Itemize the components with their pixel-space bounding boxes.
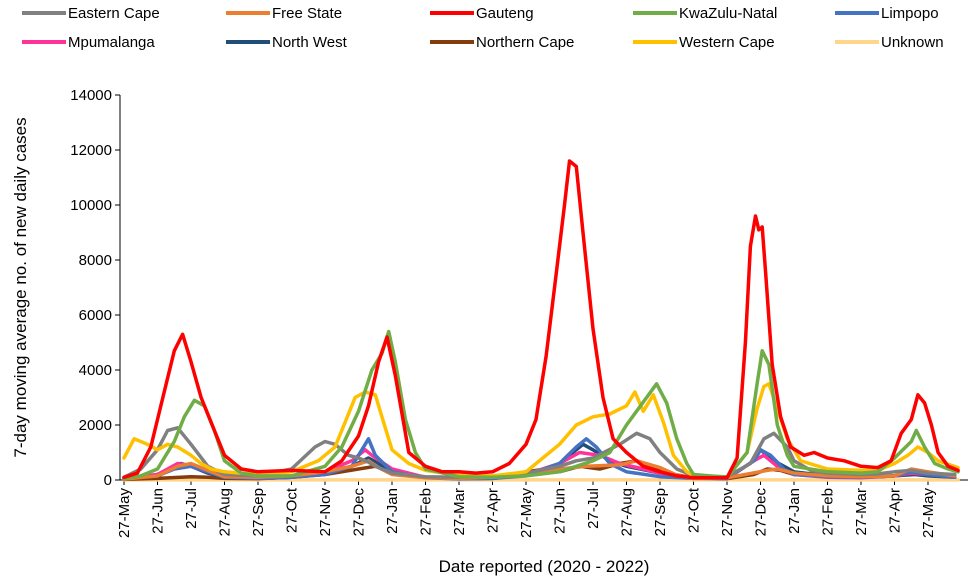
- x-tick-label: 27-Apr: [887, 488, 904, 533]
- series-layer: [122, 159, 960, 482]
- y-tick-label: 14000: [70, 87, 112, 104]
- y-tick-label: 12000: [70, 142, 112, 159]
- y-axis: 0 2000 4000 6000 8000 10000 12000 14000: [70, 87, 121, 489]
- legend-item-free-state: Free State: [226, 5, 342, 22]
- x-tick-label: 27-Oct: [686, 487, 703, 533]
- x-tick-label: 27-Jul: [183, 488, 200, 529]
- legend-label: Gauteng: [476, 5, 534, 22]
- x-tick-label: 27-Oct: [284, 487, 301, 533]
- legend-item-north-west: North West: [226, 34, 348, 51]
- y-axis-title: 7-day moving average no. of new daily ca…: [11, 117, 30, 457]
- x-tick-label: 27-Feb: [418, 488, 435, 536]
- x-tick-label: 27-Sep: [250, 488, 267, 536]
- series-line-gauteng: [122, 159, 960, 480]
- x-tick-label: 27-Dec: [351, 488, 368, 537]
- x-axis: 27-May 27-Jun 27-Jul 27-Aug 27-Sep 27-Oct 27-N…: [116, 479, 968, 539]
- y-tick-label: 8000: [79, 252, 112, 269]
- legend-label: Eastern Cape: [68, 5, 160, 22]
- x-tick-label: 27-May: [920, 488, 937, 539]
- legend-item-mpumalanga: Mpumalanga: [22, 34, 155, 51]
- x-tick-label: 27-Aug: [619, 488, 636, 536]
- x-tick-label: 27-Feb: [820, 488, 837, 536]
- x-tick-label: 27-Apr: [485, 488, 502, 533]
- legend-item-northern-cape: Northern Cape: [430, 34, 574, 51]
- legend-label: Western Cape: [679, 34, 775, 51]
- y-tick-label: 10000: [70, 197, 112, 214]
- y-tick-label: 4000: [79, 362, 112, 379]
- legend-item-eastern-cape: Eastern Cape: [22, 5, 160, 22]
- x-tick-label: 27-Jul: [585, 488, 602, 529]
- legend-item-unknown: Unknown: [835, 34, 944, 51]
- legend-label: Mpumalanga: [68, 34, 155, 51]
- x-tick-label: 27-Jan: [786, 488, 803, 534]
- legend: Eastern Cape Free State Gauteng KwaZulu-Nat…: [22, 5, 944, 51]
- x-tick-label: 27-May: [116, 488, 133, 539]
- x-tick-label: 27-Jun: [552, 488, 569, 534]
- y-tick-label: 0: [104, 472, 112, 489]
- legend-item-limpopo: Limpopo: [835, 5, 939, 22]
- series-line-western-cape: [122, 382, 960, 480]
- legend-label: Free State: [272, 5, 342, 22]
- x-tick-label: 27-Mar: [853, 488, 870, 536]
- x-tick-label: 27-Jan: [384, 488, 401, 534]
- legend-label: Northern Cape: [476, 34, 574, 51]
- y-tick-label: 2000: [79, 417, 112, 434]
- series-line-kwazulu-natal: [122, 329, 960, 481]
- x-tick-label: 27-Dec: [753, 488, 770, 537]
- legend-item-kwazulu-natal: KwaZulu-Natal: [633, 5, 777, 22]
- x-tick-label: 27-Sep: [652, 488, 669, 536]
- legend-label: North West: [272, 34, 348, 51]
- x-tick-label: 27-Aug: [217, 488, 234, 536]
- legend-item-gauteng: Gauteng: [430, 5, 534, 22]
- y-tick-label: 6000: [79, 307, 112, 324]
- x-tick-label: 27-Nov: [719, 488, 736, 537]
- legend-label: Unknown: [881, 34, 944, 51]
- x-axis-title: Date reported (2020 - 2022): [439, 557, 650, 576]
- x-tick-label: 27-Nov: [317, 488, 334, 537]
- x-tick-label: 27-May: [518, 488, 535, 539]
- legend-label: Limpopo: [881, 5, 939, 22]
- x-tick-label: 27-Mar: [451, 488, 468, 536]
- legend-item-western-cape: Western Cape: [633, 34, 775, 51]
- x-tick-label: 27-Jun: [150, 488, 167, 534]
- legend-label: KwaZulu-Natal: [679, 5, 777, 22]
